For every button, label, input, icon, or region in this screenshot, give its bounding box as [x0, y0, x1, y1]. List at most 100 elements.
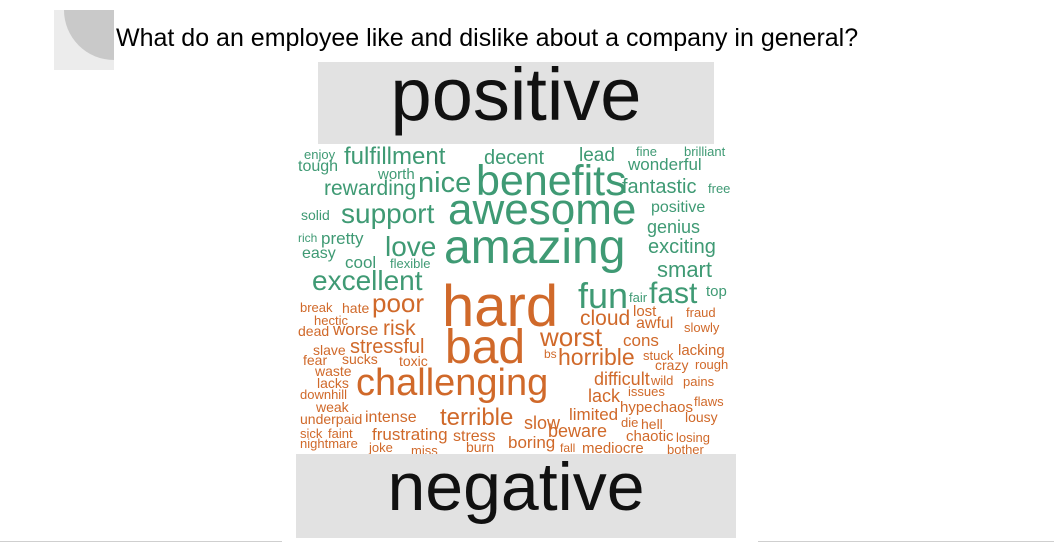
negative-word-lack: lack	[588, 386, 621, 406]
negative-word-horrible: horrible	[558, 344, 635, 370]
positive-word-pretty: pretty	[321, 229, 364, 248]
positive-word-support: support	[341, 198, 435, 229]
positive-word-flexible: flexible	[390, 256, 431, 271]
positive-word-excellent: excellent	[312, 265, 423, 296]
negative-word-bother: bother	[667, 442, 704, 457]
negative-word-challenging: challenging	[356, 362, 549, 404]
negative-word-awful: awful	[636, 315, 674, 332]
negative-word-toxic: toxic	[399, 353, 428, 369]
negative-word-lacks: lacks	[317, 375, 349, 391]
positive-word-fine: fine	[636, 144, 657, 159]
negative-word-cloud: cloud	[580, 307, 631, 330]
negative-word-chaos: chaos	[653, 399, 694, 416]
negative-word-sucks: sucks	[342, 351, 378, 367]
footer-line-right	[758, 541, 1054, 542]
positive-word-rewarding: rewarding	[324, 177, 417, 200]
negative-word-wild: wild	[651, 373, 674, 388]
negative-word-difficult: difficult	[594, 369, 650, 389]
positive-label: positive	[318, 62, 714, 144]
negative-word-sick: sick	[300, 426, 323, 441]
negative-word-risk: risk	[383, 317, 416, 340]
positive-word-free: free	[708, 181, 731, 196]
negative-word-pains: pains	[683, 374, 715, 389]
negative-word-fall: fall	[560, 441, 576, 455]
negative-word-nightmare: nightmare	[300, 436, 358, 451]
negative-word-lost: lost	[633, 303, 657, 320]
negative-word-slowly: slowly	[684, 320, 720, 335]
word-cloud: enjoy fulfillment decent lead fine brilliant t…	[290, 143, 740, 458]
negative-word-limited: limited	[569, 405, 619, 424]
positive-word-tough: tough	[298, 158, 339, 175]
negative-word-lacking: lacking	[678, 342, 725, 359]
positive-word-awesome: awesome	[448, 185, 637, 234]
positive-word-amazing: amazing	[444, 221, 626, 274]
positive-word-smart: smart	[657, 257, 712, 282]
negative-word-underpaid: underpaid	[300, 411, 363, 427]
positive-word-genius: genius	[647, 217, 701, 237]
negative-word-hate: hate	[342, 300, 370, 316]
positive-word-positive: positive	[651, 199, 706, 216]
negative-word-miss: miss	[411, 443, 438, 458]
negative-word-hell: hell	[641, 416, 663, 432]
negative-word-slave: slave	[313, 342, 346, 358]
negative-word-bad: bad	[445, 321, 526, 374]
positive-word-benefits: benefits	[476, 157, 627, 205]
positive-word-fulfillment: fulfillment	[344, 143, 446, 170]
positive-word-enjoy: enjoy	[304, 147, 336, 162]
negative-word-chaotic: chaotic	[626, 428, 674, 445]
negative-word-flaws: flaws	[694, 394, 724, 409]
positive-word-fantastic: fantastic	[622, 176, 697, 198]
positive-word-decent: decent	[484, 147, 545, 169]
negative-word-slow: slow	[524, 413, 561, 433]
negative-word-fear: fear	[303, 352, 328, 368]
negative-word-burn: burn	[466, 439, 495, 455]
positive-word-solid: solid	[301, 207, 330, 223]
negative-word-lousy: lousy	[685, 409, 718, 425]
negative-word-poor: poor	[372, 288, 425, 318]
corner-decoration	[54, 10, 114, 70]
negative-word-intense: intense	[365, 409, 417, 426]
positive-word-worth: worth	[378, 166, 415, 183]
slide-title: What do an employee like and dislike abo…	[116, 24, 859, 52]
negative-word-dead: dead	[298, 323, 330, 339]
negative-word-die: die	[621, 415, 639, 430]
footer-line-left	[0, 541, 282, 542]
negative-word-break: break	[300, 300, 333, 315]
positive-word-top: top	[706, 283, 727, 300]
negative-word-frustrating: frustrating	[372, 425, 448, 444]
positive-word-wonderful: wonderful	[628, 155, 702, 174]
negative-word-stress: stress	[453, 428, 496, 445]
negative-word-bs: bs	[544, 347, 557, 361]
positive-word-rich: rich	[298, 231, 318, 245]
positive-word-easy: easy	[302, 245, 336, 262]
negative-word-stressful: stressful	[350, 336, 425, 358]
positive-word-lead: lead	[579, 145, 615, 166]
negative-word-hard: hard	[442, 274, 559, 339]
negative-word-mediocre: mediocre	[582, 440, 644, 457]
negative-word-downhill: downhill	[300, 387, 347, 402]
negative-word-fraud: fraud	[686, 305, 716, 320]
negative-word-losing: losing	[676, 430, 710, 445]
positive-word-fair: fair	[629, 290, 648, 305]
positive-word-exciting: exciting	[648, 236, 716, 258]
negative-word-weak: weak	[316, 399, 349, 415]
positive-word-fun: fun	[578, 275, 629, 316]
negative-word-issues: issues	[628, 384, 665, 399]
negative-word-stuck: stuck	[643, 348, 674, 363]
positive-word-nice: nice	[418, 167, 472, 199]
negative-word-boring: boring	[508, 433, 556, 452]
positive-word-brilliant: brilliant	[684, 144, 726, 159]
negative-word-worse: worse	[333, 320, 379, 339]
positive-word-fast: fast	[649, 277, 698, 310]
negative-label: negative	[296, 454, 736, 538]
negative-word-hype: hype	[620, 399, 653, 416]
negative-word-beware: beware	[548, 421, 608, 441]
negative-word-terrible: terrible	[440, 404, 514, 431]
negative-word-crazy: crazy	[655, 357, 689, 373]
negative-word-hectic: hectic	[314, 313, 348, 328]
negative-word-rough: rough	[695, 357, 729, 372]
negative-word-waste: waste	[315, 363, 352, 379]
negative-word-joke: joke	[369, 440, 393, 455]
negative-word-cons: cons	[623, 331, 659, 350]
positive-word-cool: cool	[345, 253, 377, 272]
